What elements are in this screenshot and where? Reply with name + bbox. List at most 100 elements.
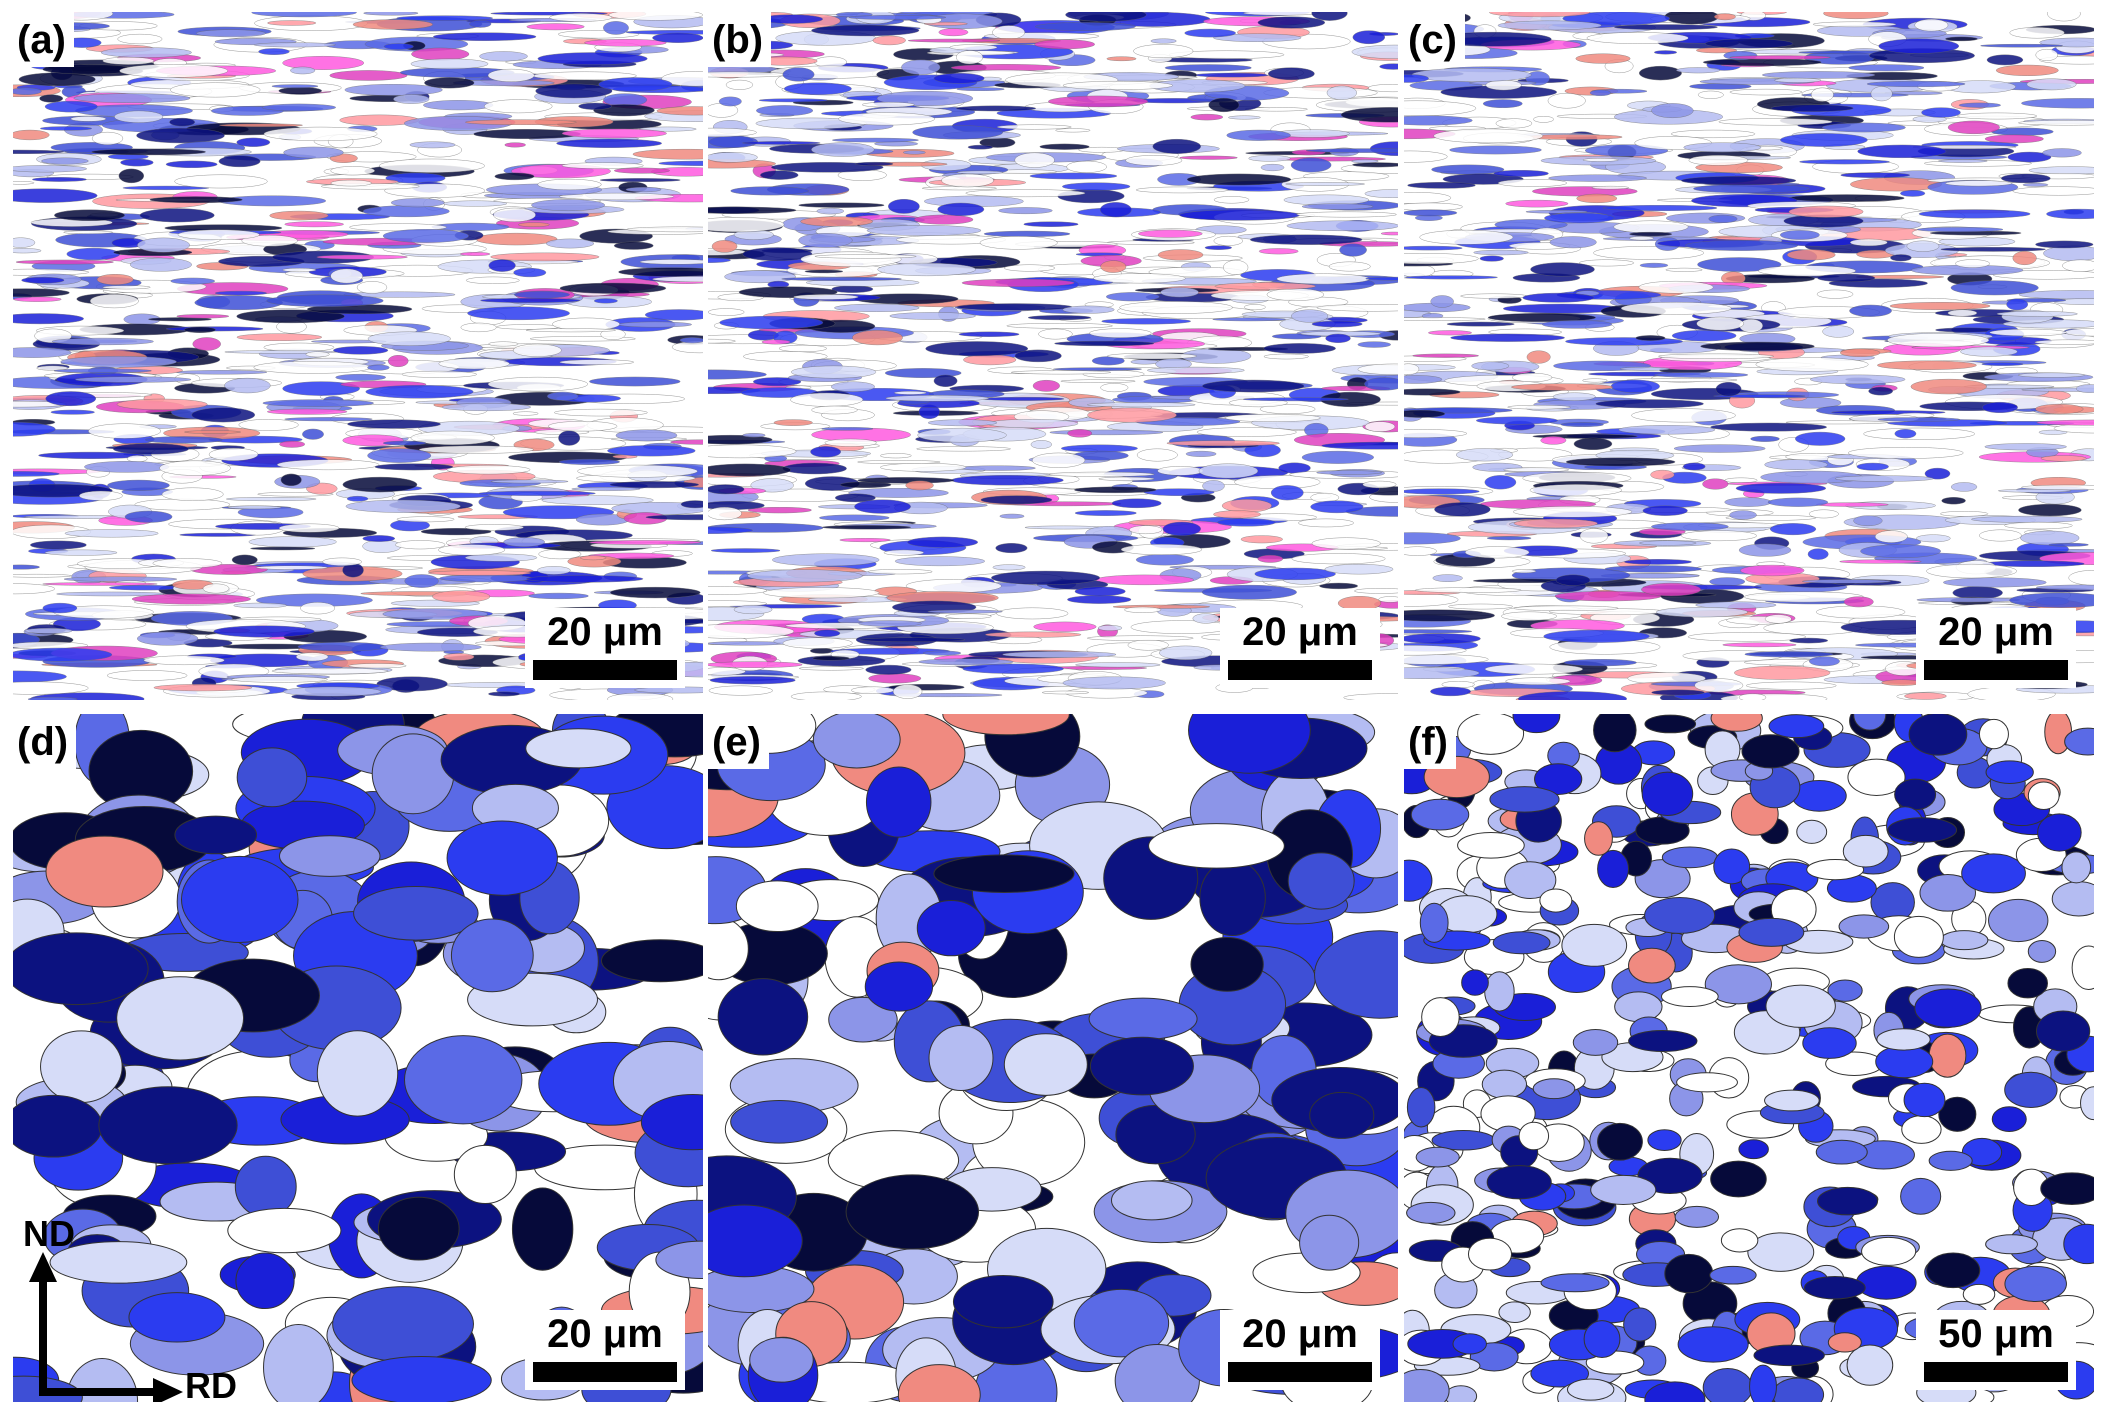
grain	[790, 392, 864, 407]
grain	[45, 835, 164, 908]
grain	[1962, 1283, 1996, 1305]
grain	[1444, 1385, 1478, 1402]
grain	[1226, 129, 1291, 141]
grain	[804, 269, 844, 274]
grain	[45, 391, 97, 407]
grain	[2007, 967, 2048, 999]
grain	[13, 296, 62, 302]
grain	[1628, 1029, 1698, 1053]
grain	[1298, 518, 1354, 528]
grain	[174, 815, 258, 855]
grain	[1658, 353, 1774, 359]
grain	[351, 1355, 492, 1402]
grain	[718, 96, 742, 107]
grain	[2048, 542, 2089, 547]
grain	[1715, 382, 1742, 397]
grain	[24, 627, 73, 634]
grain	[1853, 515, 1883, 527]
grain	[1031, 452, 1086, 468]
grain	[1048, 471, 1155, 477]
grain	[925, 341, 1029, 357]
grain	[480, 298, 581, 303]
grain	[1093, 273, 1186, 284]
grain	[180, 855, 299, 944]
grain	[889, 312, 976, 320]
grain	[927, 609, 1003, 614]
grain	[1877, 360, 1977, 370]
grain	[1133, 44, 1194, 58]
grain	[169, 117, 195, 127]
grain	[1791, 780, 1847, 812]
grain	[443, 653, 475, 661]
grain	[1266, 288, 1324, 301]
grain	[1433, 128, 1544, 144]
grain	[1874, 530, 1908, 543]
grain	[733, 605, 773, 615]
panel-label: (f)	[1404, 714, 1456, 769]
grain	[1685, 240, 1798, 251]
grain	[1906, 240, 1940, 252]
grain	[283, 686, 382, 697]
grain	[1661, 846, 1719, 869]
grain	[735, 880, 819, 933]
grain	[1198, 463, 1259, 479]
grain	[44, 549, 118, 556]
grain	[1808, 509, 1839, 519]
grain	[1003, 1033, 1088, 1096]
grain	[1087, 407, 1177, 423]
grain	[537, 178, 602, 191]
grain	[1101, 318, 1191, 325]
grain	[618, 321, 692, 328]
grain	[1746, 681, 1837, 690]
grain	[2038, 429, 2068, 435]
grain	[1257, 554, 1284, 563]
grain	[1961, 853, 2026, 894]
grain	[1404, 253, 1479, 265]
grain	[1651, 689, 1705, 696]
grain	[2017, 372, 2086, 378]
grain	[600, 939, 703, 983]
ebsd-map-texture	[1404, 714, 2094, 1402]
grain	[1887, 333, 1990, 348]
grain	[347, 419, 441, 429]
grain	[958, 331, 1020, 337]
scale-bar	[1228, 660, 1372, 680]
grain	[525, 728, 632, 769]
grain	[1530, 1359, 1589, 1388]
grain	[1430, 686, 1471, 697]
grain	[1995, 64, 2059, 76]
grain	[1843, 596, 1874, 608]
grain	[1404, 202, 1463, 211]
grain	[1179, 155, 1238, 160]
grain	[367, 364, 390, 371]
grain	[888, 199, 920, 214]
scale-bar-label: 50 μm	[1938, 1312, 2054, 1356]
grain	[1575, 53, 1631, 64]
grain	[747, 569, 863, 583]
grain	[1918, 209, 2031, 219]
grain	[1788, 205, 1864, 218]
grain	[494, 172, 535, 181]
grain	[346, 495, 369, 502]
grain	[1032, 379, 1060, 392]
grain	[1894, 429, 1917, 439]
ebsd-map-panel: (d) 20 μm ND RD	[13, 714, 703, 1402]
grain	[120, 158, 154, 167]
grain	[1530, 262, 1595, 277]
grain	[1316, 304, 1398, 312]
grain	[330, 179, 372, 187]
grain	[1762, 71, 1876, 79]
grain	[1127, 639, 1169, 651]
grain	[1878, 38, 1959, 54]
grain	[1244, 304, 1266, 311]
grain	[1060, 379, 1136, 383]
grain	[626, 226, 703, 233]
grain	[652, 276, 703, 283]
grain	[1767, 497, 1829, 507]
grain	[213, 625, 315, 638]
grain	[868, 673, 922, 684]
grain	[137, 631, 199, 646]
grain	[857, 460, 941, 464]
grain	[1709, 1265, 1757, 1285]
grain	[1135, 554, 1194, 566]
